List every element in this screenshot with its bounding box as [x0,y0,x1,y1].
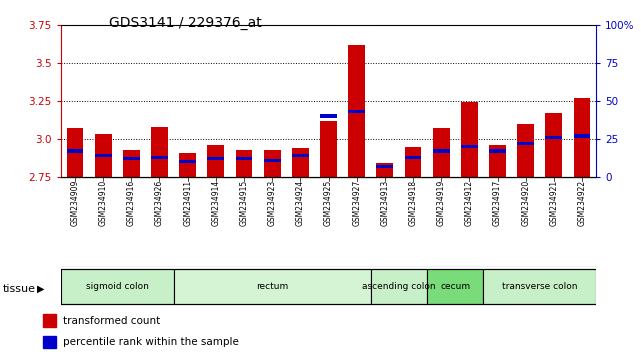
Text: GSM234919: GSM234919 [437,180,445,226]
Bar [208,157,224,160]
Bar [433,149,449,153]
Bar [123,157,140,160]
Text: GDS3141 / 229376_at: GDS3141 / 229376_at [109,16,262,30]
Bar [320,121,337,177]
Bar [208,145,224,177]
Bar [370,269,427,304]
Text: rectum: rectum [256,282,288,291]
Bar [461,145,478,148]
Bar [61,269,174,304]
Bar [574,98,590,177]
Text: GSM234927: GSM234927 [352,180,361,226]
Bar [348,110,365,113]
Bar [545,136,562,139]
Bar [433,128,449,177]
Bar [574,134,590,138]
Text: GSM234910: GSM234910 [99,180,108,226]
Bar [95,135,112,177]
Bar [376,163,394,177]
Bar [348,45,365,177]
Text: ▶: ▶ [37,284,45,293]
Bar [43,336,56,348]
Text: GSM234912: GSM234912 [465,180,474,226]
Text: GSM234922: GSM234922 [578,180,587,226]
Text: GSM234909: GSM234909 [71,180,79,226]
Text: cecum: cecum [440,282,470,291]
Bar [235,150,253,177]
Bar [235,157,253,160]
Bar [151,127,168,177]
Bar [151,155,168,159]
Text: transverse colon: transverse colon [502,282,578,291]
Text: GSM234917: GSM234917 [493,180,502,226]
Text: GSM234915: GSM234915 [240,180,249,226]
Text: GSM234921: GSM234921 [549,180,558,226]
Text: GSM234925: GSM234925 [324,180,333,226]
Bar [517,124,534,177]
Bar [43,314,56,327]
Bar [376,165,394,168]
Text: percentile rank within the sample: percentile rank within the sample [63,337,239,347]
Bar [517,142,534,145]
Bar [404,155,422,159]
Bar [461,102,478,177]
Bar [427,269,483,304]
Bar [292,154,309,158]
Text: tissue: tissue [3,284,36,293]
Bar [95,154,112,158]
Bar [483,269,596,304]
Bar [179,160,196,164]
Bar [320,114,337,118]
Text: GSM234918: GSM234918 [408,180,417,226]
Text: GSM234916: GSM234916 [127,180,136,226]
Bar [67,128,83,177]
Bar [174,269,370,304]
Bar [179,153,196,177]
Bar [67,149,83,153]
Bar [489,145,506,177]
Bar [263,159,281,162]
Text: sigmoid colon: sigmoid colon [86,282,149,291]
Text: transformed count: transformed count [63,316,160,326]
Text: GSM234920: GSM234920 [521,180,530,226]
Text: GSM234924: GSM234924 [296,180,305,226]
Bar [263,150,281,177]
Bar [292,148,309,177]
Text: GSM234913: GSM234913 [380,180,389,226]
Bar [545,113,562,177]
Bar [404,147,422,177]
Text: GSM234911: GSM234911 [183,180,192,226]
Text: GSM234923: GSM234923 [268,180,277,226]
Text: GSM234926: GSM234926 [155,180,164,226]
Bar [489,149,506,153]
Text: ascending colon: ascending colon [362,282,436,291]
Bar [123,150,140,177]
Text: GSM234914: GSM234914 [212,180,221,226]
